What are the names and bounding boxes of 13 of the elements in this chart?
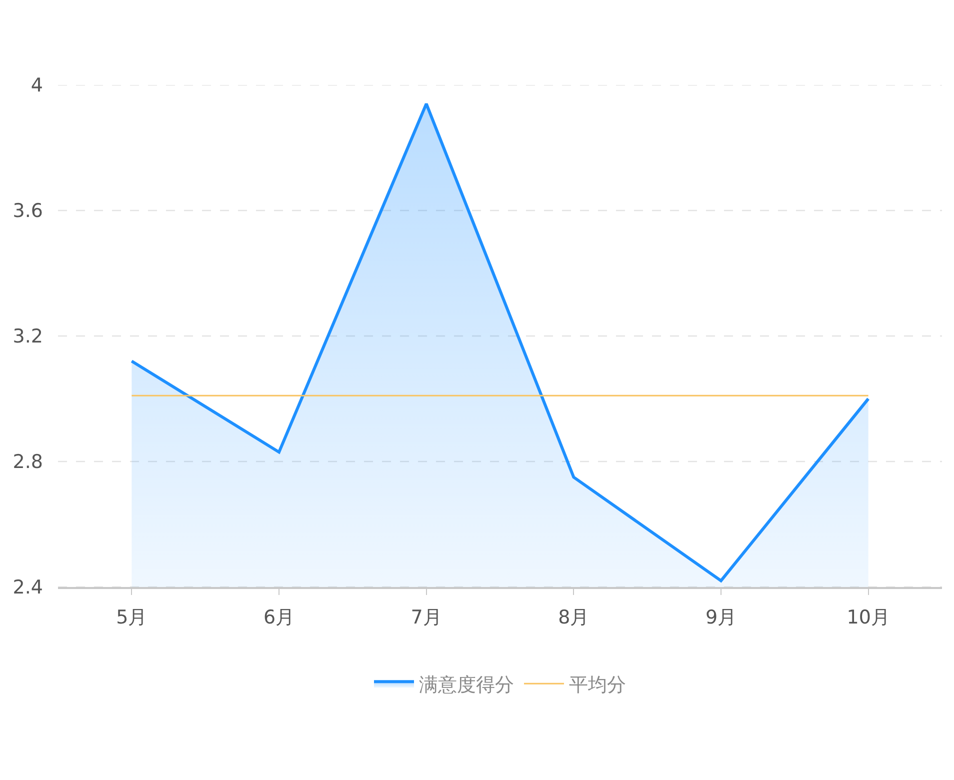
- y-tick-label: 2.4: [12, 576, 43, 599]
- y-tick-label: 3.6: [12, 200, 43, 222]
- legend-label: 平均分: [569, 674, 626, 696]
- x-tick-label: 10月: [846, 606, 890, 629]
- x-tick-label: 8月: [558, 606, 590, 629]
- legend-label: 满意度得分: [419, 674, 514, 696]
- x-tick-label: 9月: [705, 606, 737, 629]
- y-tick-label: 3.2: [12, 326, 43, 348]
- x-tick-label: 6月: [263, 606, 295, 629]
- x-tick-label: 5月: [116, 606, 148, 629]
- y-tick-label: 4: [30, 74, 43, 97]
- x-tick-label: 7月: [410, 606, 442, 629]
- y-tick-label: 2.8: [12, 451, 43, 474]
